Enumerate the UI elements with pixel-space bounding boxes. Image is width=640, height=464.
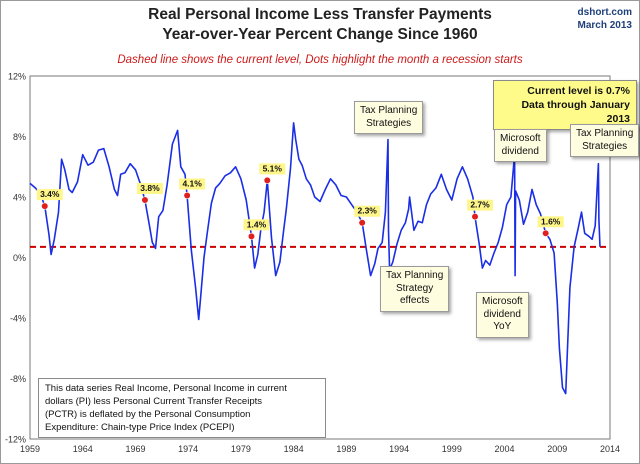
- current-level-box: Current level is 0.7% Data through Janua…: [493, 80, 637, 130]
- y-tick-label: -4%: [10, 314, 26, 324]
- recession-start-dot: [358, 219, 366, 227]
- y-tick-label: 4%: [13, 193, 26, 203]
- dot-label-background: [179, 178, 206, 190]
- x-tick-label: 2009: [547, 444, 567, 454]
- recession-start-dot: [247, 232, 256, 240]
- dot-label: 2.7%: [470, 200, 490, 210]
- callout-line: Tax Planning: [360, 105, 418, 116]
- recession-start-dot: [183, 191, 191, 200]
- source-label: dshort.com March 2013: [578, 6, 632, 32]
- data-through-text: Data through January 2013: [521, 99, 630, 125]
- dot-label-background: [354, 205, 381, 217]
- chart-subtitle: Dashed line shows the current level, Dot…: [117, 54, 523, 66]
- callout-line: Strategies: [366, 117, 412, 129]
- recession-start-dot: [41, 202, 49, 210]
- recession-start-dot: [263, 176, 271, 184]
- callout-microsoft-dividend-yoy: Microsoft dividend YoY: [476, 292, 529, 338]
- chart-title: Real Personal Income Less Transfer Payme…: [148, 6, 492, 23]
- x-tick-label: 1959: [20, 444, 40, 454]
- dot-label: 4.1%: [182, 178, 202, 188]
- note-line: Expenditure: Chain-type Price Index (PCE…: [45, 422, 235, 433]
- y-tick-label: -12%: [5, 435, 26, 445]
- note-line: This data series Real Income, Personal I…: [45, 383, 287, 394]
- x-tick-label: 1974: [178, 444, 198, 454]
- dot-label-background: [36, 189, 63, 201]
- x-tick-label: 2014: [600, 444, 620, 454]
- note-line: (PCTR) is deflated by the Personal Consu…: [45, 409, 251, 420]
- dot-label: 3.8%: [140, 183, 160, 193]
- recession-start-dot: [471, 213, 479, 221]
- x-tick-label: 1969: [125, 444, 145, 454]
- callout-line: Tax Planning: [576, 128, 634, 139]
- dot-label-background: [136, 183, 163, 195]
- recession-start-dot: [141, 196, 149, 204]
- source-site: dshort.com: [577, 7, 632, 18]
- callout-line: Tax Planning: [386, 270, 444, 281]
- callout-line: YoY: [493, 321, 512, 332]
- y-tick-label: 12%: [8, 72, 26, 82]
- x-tick-label: 1984: [284, 444, 304, 454]
- dot-label-background: [259, 163, 286, 175]
- source-date: March 2013: [577, 20, 632, 31]
- note-line: dollars (PI) less Personal Current Trans…: [45, 396, 262, 407]
- callout-tax-planning-effects: Tax Planning Strategy effects: [380, 266, 450, 312]
- x-tick-label: 1989: [336, 444, 356, 454]
- dot-label: 1.6%: [541, 216, 561, 226]
- chart-title-line2: Year-over-Year Percent Change Since 1960: [162, 26, 478, 43]
- x-tick-label: 1979: [231, 444, 251, 454]
- series-line: [29, 122, 601, 395]
- y-tick-label: 0%: [13, 253, 26, 263]
- x-tick-label: 1964: [73, 444, 93, 454]
- dot-label: 1.4%: [247, 219, 267, 229]
- callout-line: Microsoft: [482, 296, 523, 307]
- dot-label-background: [537, 216, 564, 228]
- series-note-box: This data series Real Income, Personal I…: [38, 378, 326, 438]
- callout-line: Microsoft: [500, 133, 541, 144]
- callout-microsoft-dividend: Microsoft dividend: [494, 129, 547, 162]
- current-level-text: Current level is 0.7%: [527, 85, 630, 97]
- dot-label-background: [467, 199, 494, 211]
- x-tick-label: 1994: [389, 444, 409, 454]
- recession-start-dot: [542, 229, 550, 237]
- x-tick-label: 2004: [495, 444, 515, 454]
- y-tick-label: -8%: [10, 374, 26, 384]
- x-tick-label: 1999: [442, 444, 462, 454]
- callout-line: effects: [399, 295, 430, 306]
- callout-line: dividend: [483, 308, 521, 320]
- dot-label-background: [243, 219, 270, 231]
- dot-label: 3.4%: [40, 189, 60, 199]
- callout-line: Strategies: [582, 140, 628, 152]
- callout-tax-planning-strategies-2: Tax Planning Strategies: [570, 124, 640, 157]
- callout-line: Strategy: [396, 282, 434, 294]
- callout-tax-planning-strategies-1: Tax Planning Strategies: [354, 101, 424, 134]
- callout-line: dividend: [501, 145, 539, 157]
- y-tick-label: 8%: [13, 132, 26, 142]
- dot-label: 5.1%: [263, 163, 283, 173]
- dot-label: 2.3%: [357, 206, 377, 216]
